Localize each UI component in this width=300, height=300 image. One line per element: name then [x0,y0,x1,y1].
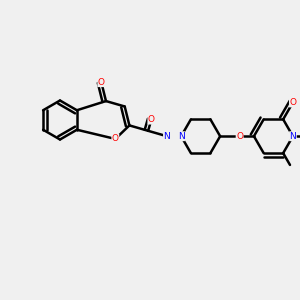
Text: O: O [148,115,155,124]
Text: N: N [290,132,296,141]
Text: O: O [112,134,119,143]
Text: O: O [98,78,105,87]
Text: O: O [236,132,243,141]
Text: O: O [290,98,296,107]
Text: N: N [178,132,184,141]
Text: N: N [164,132,170,141]
